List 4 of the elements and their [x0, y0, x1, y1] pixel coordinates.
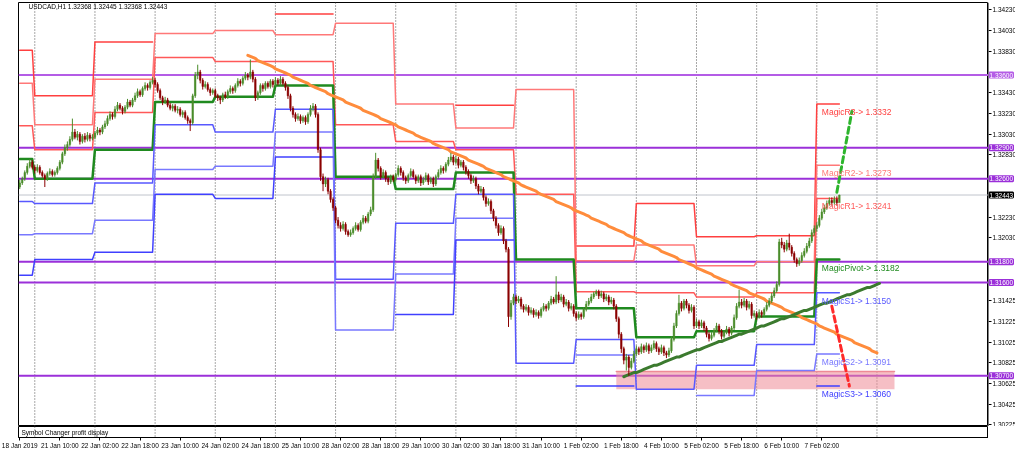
annotation: MagicR2-> 1.3273	[821, 168, 892, 179]
candlestick	[464, 164, 467, 176]
annotation: MagicPivot-> 1.3182	[821, 262, 900, 273]
annotation: MagicS3-> 1.3060	[821, 389, 892, 400]
